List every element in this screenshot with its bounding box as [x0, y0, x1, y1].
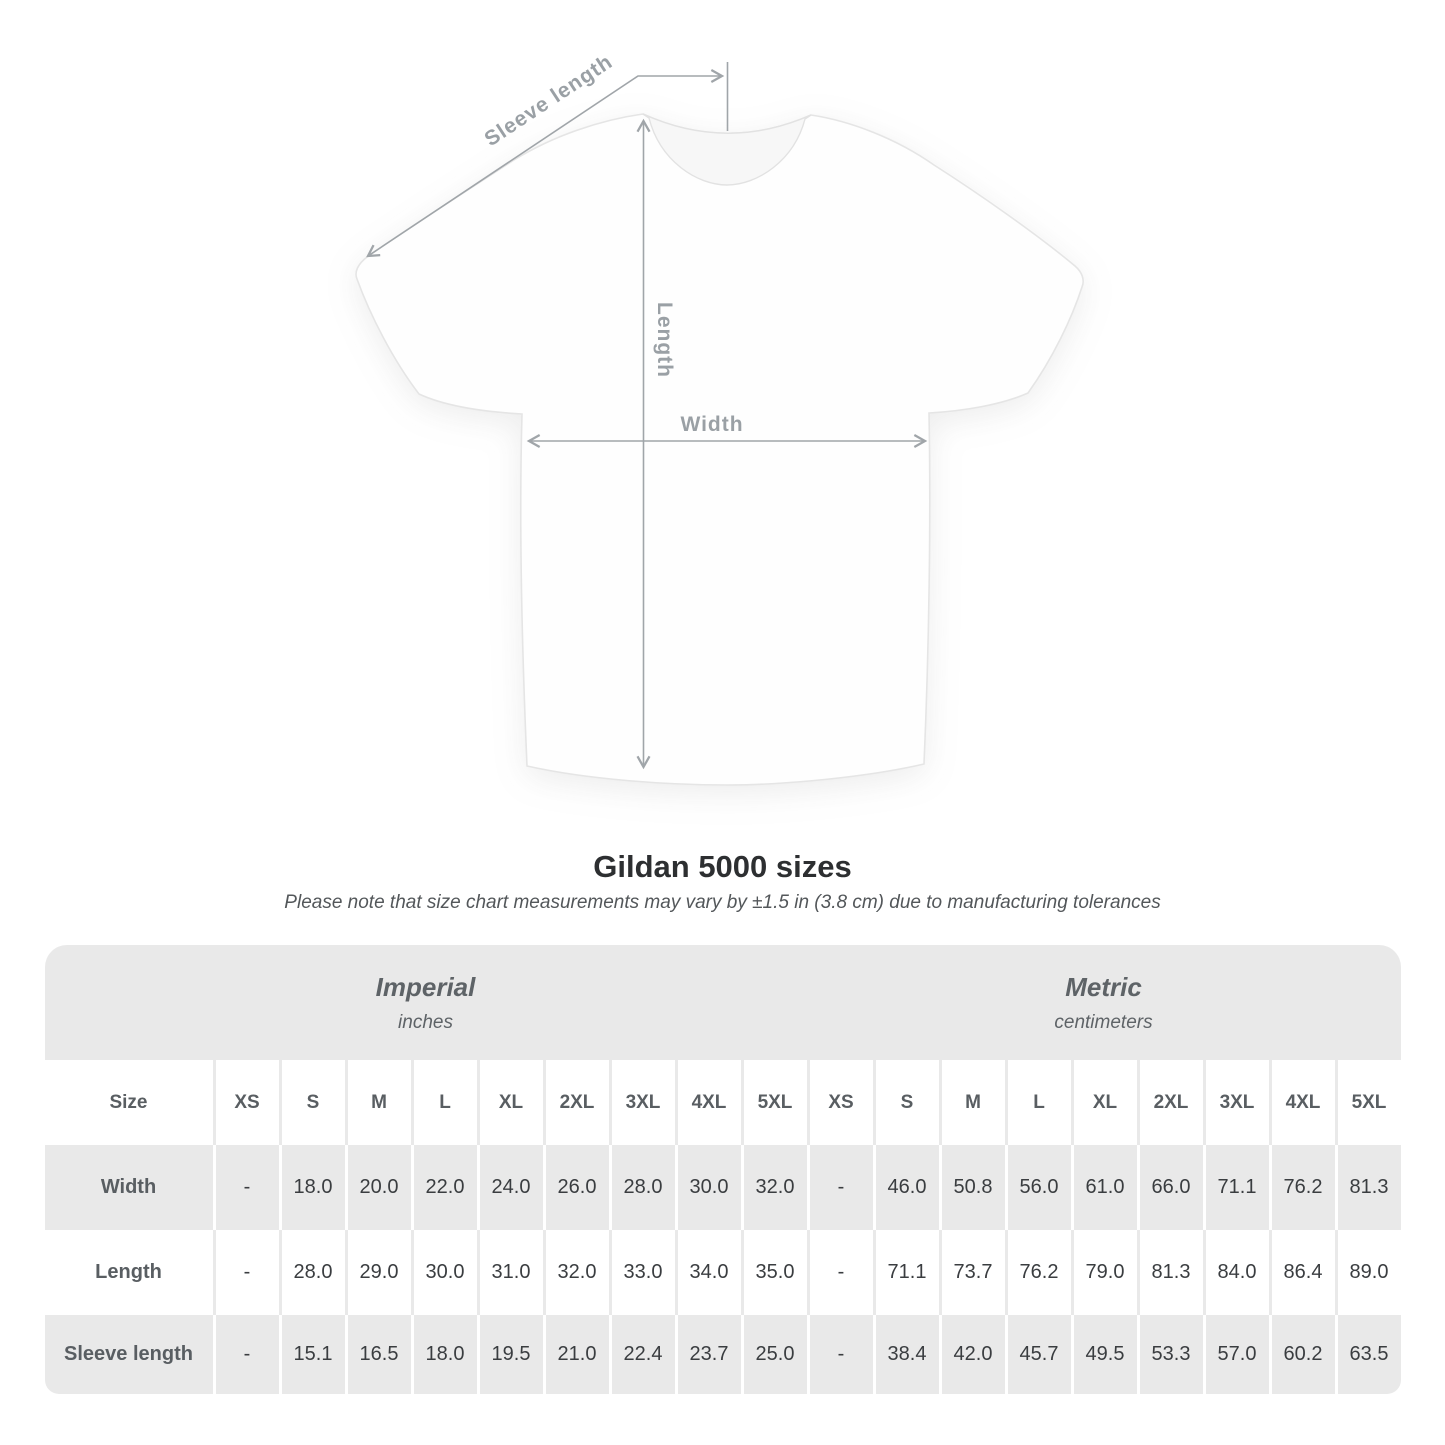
table-cell: 30.0: [410, 1230, 477, 1316]
table-cell: 42.0: [938, 1315, 1005, 1395]
tolerance-note: Please note that size chart measurements…: [284, 892, 1161, 914]
table-cell: 22.0: [410, 1145, 477, 1231]
size-header: 2XL: [542, 1060, 609, 1146]
size-table-container: Imperial inches Metric centimeters Size …: [44, 945, 1401, 1395]
table-cell: 18.0: [278, 1145, 345, 1231]
table-cell: 15.1: [278, 1315, 345, 1395]
table-cell: 30.0: [674, 1145, 741, 1231]
width-row: Width - 18.0 20.0 22.0 24.0 26.0 28.0 30…: [44, 1145, 1401, 1231]
table-cell: 76.2: [1004, 1230, 1071, 1316]
table-cell: 26.0: [542, 1145, 609, 1231]
table-cell: 81.3: [1334, 1145, 1401, 1231]
size-header: XS: [212, 1060, 279, 1146]
table-cell: 81.3: [1136, 1230, 1203, 1316]
page-title: Gildan 5000 sizes: [593, 849, 852, 884]
size-table: Imperial inches Metric centimeters Size …: [44, 945, 1401, 1395]
size-column-header: Size: [44, 1060, 213, 1146]
table-cell: -: [806, 1315, 873, 1395]
size-header: M: [938, 1060, 1005, 1146]
tshirt-measurement-diagram: Sleeve length Length Width: [355, 50, 1084, 786]
size-header: M: [344, 1060, 411, 1146]
table-cell: 23.7: [674, 1315, 741, 1395]
size-header: 3XL: [608, 1060, 675, 1146]
table-cell: 28.0: [278, 1230, 345, 1316]
table-cell: 84.0: [1202, 1230, 1269, 1316]
table-cell: -: [212, 1145, 279, 1231]
tshirt-graphic: [355, 113, 1084, 786]
table-cell: 21.0: [542, 1315, 609, 1395]
table-cell: -: [212, 1315, 279, 1395]
size-header: L: [1004, 1060, 1071, 1146]
metric-group-name: Metric: [1065, 971, 1142, 1002]
size-header-row: Size XS S M L XL 2XL 3XL 4XL 5XL XS S M …: [44, 1060, 1401, 1146]
sleeve-length-row-label: Sleeve length: [44, 1315, 213, 1395]
size-header: XL: [476, 1060, 543, 1146]
table-cell: 29.0: [344, 1230, 411, 1316]
table-cell: 20.0: [344, 1145, 411, 1231]
table-cell: 31.0: [476, 1230, 543, 1316]
size-header: 3XL: [1202, 1060, 1269, 1146]
size-header: L: [410, 1060, 477, 1146]
size-header: S: [278, 1060, 345, 1146]
table-cell: 35.0: [740, 1230, 807, 1316]
table-cell: 24.0: [476, 1145, 543, 1231]
table-cell: 49.5: [1070, 1315, 1137, 1395]
table-cell: 19.5: [476, 1315, 543, 1395]
table-cell: 32.0: [542, 1230, 609, 1316]
table-cell: 71.1: [872, 1230, 939, 1316]
table-cell: 57.0: [1202, 1315, 1269, 1395]
table-cell: 61.0: [1070, 1145, 1137, 1231]
sleeve-length-arrow: [366, 69, 725, 258]
table-cell: 66.0: [1136, 1145, 1203, 1231]
tshirt-diagram-svg: Sleeve length Length Width: [355, 50, 1084, 786]
table-cell: 16.5: [344, 1315, 411, 1395]
table-cell: 33.0: [608, 1230, 675, 1316]
table-cell: 32.0: [740, 1145, 807, 1231]
sleeve-length-row: Sleeve length - 15.1 16.5 18.0 19.5 21.0…: [44, 1315, 1401, 1395]
table-cell: 76.2: [1268, 1145, 1335, 1231]
table-cell: 60.2: [1268, 1315, 1335, 1395]
table-cell: 50.8: [938, 1145, 1005, 1231]
width-label: Width: [680, 413, 743, 436]
table-cell: 63.5: [1334, 1315, 1401, 1395]
table-cell: 73.7: [938, 1230, 1005, 1316]
table-cell: 22.4: [608, 1315, 675, 1395]
metric-group-unit: centimeters: [1054, 1011, 1153, 1033]
size-header: 5XL: [740, 1060, 807, 1146]
table-cell: 25.0: [740, 1315, 807, 1395]
length-row: Length - 28.0 29.0 30.0 31.0 32.0 33.0 3…: [44, 1230, 1401, 1316]
table-cell: 38.4: [872, 1315, 939, 1395]
table-cell: -: [806, 1145, 873, 1231]
table-cell: 71.1: [1202, 1145, 1269, 1231]
table-cell: 18.0: [410, 1315, 477, 1395]
table-cell: 45.7: [1004, 1315, 1071, 1395]
length-label: Length: [653, 302, 676, 378]
size-header: 4XL: [674, 1060, 741, 1146]
length-row-label: Length: [44, 1230, 213, 1316]
table-cell: 79.0: [1070, 1230, 1137, 1316]
size-header: 2XL: [1136, 1060, 1203, 1146]
width-row-label: Width: [44, 1145, 213, 1231]
table-cell: 56.0: [1004, 1145, 1071, 1231]
size-header: XL: [1070, 1060, 1137, 1146]
size-header: S: [872, 1060, 939, 1146]
metric-group-header: Metric centimeters: [806, 945, 1401, 1061]
table-cell: 34.0: [674, 1230, 741, 1316]
table-cell: -: [806, 1230, 873, 1316]
table-cell: 53.3: [1136, 1315, 1203, 1395]
size-header: 5XL: [1334, 1060, 1401, 1146]
imperial-group-unit: inches: [398, 1011, 453, 1033]
table-cell: -: [212, 1230, 279, 1316]
unit-group-row: Imperial inches Metric centimeters: [44, 945, 1401, 1061]
table-cell: 89.0: [1334, 1230, 1401, 1316]
size-header: 4XL: [1268, 1060, 1335, 1146]
size-header: XS: [806, 1060, 873, 1146]
table-cell: 86.4: [1268, 1230, 1335, 1316]
imperial-group-header: Imperial inches: [44, 945, 807, 1061]
tshirt-body: [355, 113, 1084, 786]
table-cell: 28.0: [608, 1145, 675, 1231]
table-cell: 46.0: [872, 1145, 939, 1231]
imperial-group-name: Imperial: [375, 971, 476, 1002]
